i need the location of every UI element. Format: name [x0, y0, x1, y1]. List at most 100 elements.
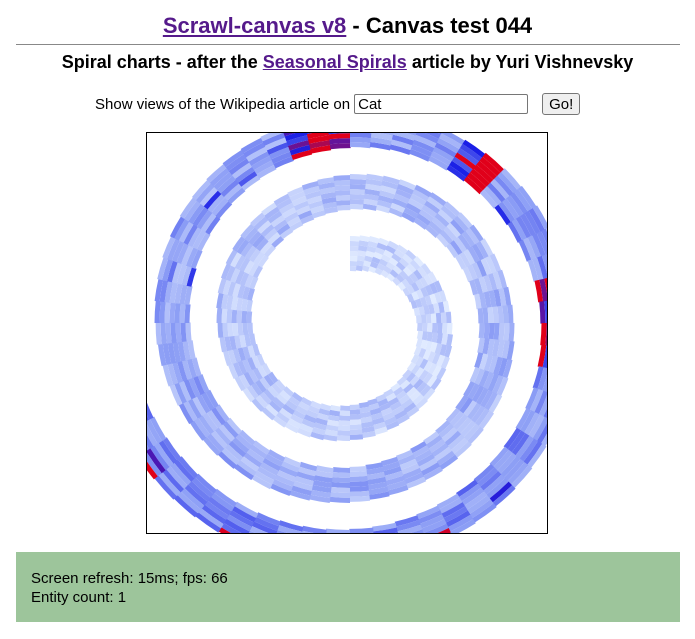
spiral-cell [226, 514, 252, 532]
spiral-cell [252, 367, 263, 381]
spiral-cell [441, 502, 466, 519]
spiral-cell [315, 465, 334, 474]
spiral-cell [181, 265, 192, 286]
spiral-cell [314, 470, 334, 479]
spiral-cell [410, 282, 420, 292]
spiral-cell [173, 459, 195, 482]
spiral-cell [393, 386, 404, 397]
spiral-cell [349, 404, 360, 410]
spiral-cell [369, 407, 382, 416]
spiral-cell [243, 259, 255, 274]
spiral-cell [482, 152, 505, 174]
go-button[interactable]: Go! [542, 93, 581, 115]
spiral-cell [371, 256, 381, 265]
page-subtitle: Spiral charts - after the Seasonal Spira… [0, 50, 695, 74]
spiral-cell [405, 249, 417, 261]
spiral-cell [387, 397, 400, 407]
spiral-cell [242, 387, 255, 403]
spiral-cell [262, 133, 286, 146]
spiral-cell [467, 172, 487, 191]
spiral-cell [296, 205, 311, 216]
spiral-cell [248, 369, 259, 384]
spiral-cell [359, 235, 370, 242]
spiral-cell [538, 395, 547, 417]
spiral-cell [350, 198, 365, 205]
spiral-cell [425, 133, 442, 140]
spiral-cell [390, 139, 413, 151]
spiral-cell [393, 193, 410, 204]
spiral-cell [515, 435, 534, 459]
spiral-cell [259, 461, 279, 476]
spiral-cell [155, 322, 162, 345]
spiral-cell [222, 322, 229, 338]
spiral-cell [237, 322, 244, 336]
spiral-cell [364, 188, 381, 197]
spiral-cell [211, 407, 226, 426]
spiral-cell [429, 282, 438, 295]
spiral-cell [365, 183, 382, 192]
spiral-cell [287, 186, 305, 198]
spiral-cell [451, 156, 474, 174]
spiral-cell [391, 253, 402, 263]
spiral-cell [232, 282, 241, 298]
spiral-cell [246, 146, 268, 162]
spiral-cell [200, 212, 217, 232]
spiral-cell [418, 209, 435, 222]
spiral-cell [159, 279, 169, 303]
spiral-cell [240, 242, 254, 257]
spiral-cell [349, 466, 367, 472]
spiral-cell [314, 417, 328, 426]
spiral-cell [523, 441, 543, 466]
spiral-cell [429, 341, 438, 353]
seasonal-spirals-link[interactable]: Seasonal Spirals [262, 52, 407, 72]
spiral-cell [196, 209, 213, 230]
spiral-cell [544, 278, 547, 294]
spiral-cell [279, 227, 294, 240]
spiral-cell [487, 182, 506, 203]
spiral-cell [437, 528, 451, 533]
spiral-cell [243, 371, 255, 386]
spiral-cell [239, 334, 247, 348]
spiral-cell [223, 350, 232, 366]
spiral-cell [410, 144, 433, 158]
spiral-cell [441, 133, 466, 146]
spiral-cell [358, 401, 370, 409]
spiral-cell [457, 148, 480, 166]
spiral-canvas[interactable] [146, 132, 548, 534]
spiral-cell [395, 390, 407, 401]
spiral-cell [465, 227, 480, 245]
scrawl-canvas-link[interactable]: Scrawl-canvas v8 [162, 13, 347, 38]
spiral-cell [179, 303, 186, 323]
spiral-cell [492, 485, 516, 507]
spiral-cell [378, 195, 394, 204]
spiral-cell [230, 267, 241, 283]
spiral-cell [162, 236, 176, 259]
spiral-cell [412, 139, 435, 153]
spiral-cell [188, 203, 205, 224]
spiral-cell [424, 284, 434, 296]
spiral-cell [436, 233, 450, 248]
spiral-cell [395, 261, 406, 272]
article-input[interactable] [354, 94, 529, 114]
spiral-cell [240, 223, 255, 239]
spiral-cell [500, 455, 521, 478]
spiral-cell [474, 293, 482, 310]
spiral-cell [240, 137, 264, 154]
spiral-cell [368, 491, 390, 500]
spiral-cell [369, 142, 392, 151]
spiral-cell [414, 134, 438, 149]
spiral-cell [147, 461, 158, 480]
spiral-cell [154, 475, 177, 500]
spiral-cell [305, 409, 319, 419]
spiral-cell [420, 296, 428, 307]
spiral-cell [375, 393, 387, 402]
spiral-cell [324, 206, 338, 214]
spiral-cell [349, 409, 361, 415]
spiral-cell [257, 254, 269, 268]
spiral-cell [174, 302, 181, 323]
spiral-cell [446, 323, 453, 335]
spiral-cell [231, 309, 238, 323]
spiral-cell [471, 243, 485, 261]
spiral-cell [162, 342, 172, 365]
spiral-cell [515, 216, 532, 239]
